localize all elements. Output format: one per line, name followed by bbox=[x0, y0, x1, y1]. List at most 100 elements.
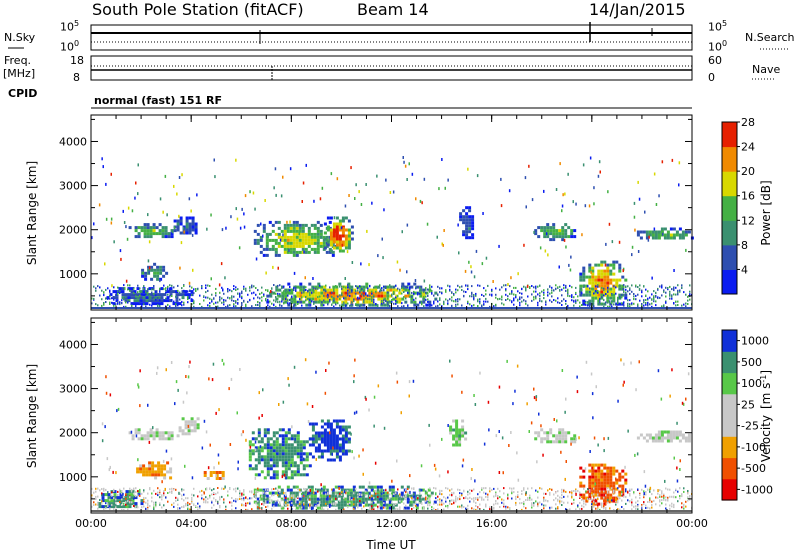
data-cell bbox=[558, 235, 562, 239]
data-cell bbox=[579, 475, 583, 479]
ground-cell bbox=[431, 292, 433, 295]
data-cell bbox=[618, 278, 622, 282]
data-cell bbox=[143, 223, 147, 227]
data-cell bbox=[280, 488, 284, 492]
ground-cell bbox=[249, 501, 251, 504]
data-cell bbox=[187, 420, 191, 424]
data-cell bbox=[281, 437, 285, 441]
data-cell bbox=[316, 241, 320, 245]
ground-cell bbox=[451, 488, 453, 491]
nsky-panel-frame bbox=[90, 24, 693, 51]
ground-cell bbox=[107, 296, 109, 299]
data-cell bbox=[299, 440, 303, 444]
ground-cell bbox=[217, 305, 219, 308]
data-cell bbox=[304, 232, 308, 236]
data-cell bbox=[289, 244, 293, 248]
data-cell bbox=[156, 268, 160, 272]
data-cell bbox=[395, 300, 399, 304]
data-cell bbox=[259, 244, 263, 248]
data-cell bbox=[149, 428, 153, 432]
data-cell bbox=[555, 437, 559, 441]
data-cell bbox=[304, 250, 308, 254]
data-cell bbox=[591, 502, 595, 506]
data-cell bbox=[341, 303, 345, 307]
ground-cell bbox=[427, 298, 429, 301]
data-cell bbox=[266, 431, 270, 435]
ground-cell bbox=[437, 503, 439, 506]
data-cell bbox=[352, 494, 356, 498]
ground-cell bbox=[277, 297, 279, 300]
ground-cell bbox=[471, 285, 473, 288]
data-cell bbox=[316, 220, 320, 224]
data-cell bbox=[621, 475, 625, 479]
ground-cell bbox=[93, 504, 95, 506]
ground-cell bbox=[511, 487, 513, 490]
data-cell bbox=[684, 439, 688, 443]
ground-cell bbox=[603, 507, 605, 510]
data-cell bbox=[271, 500, 275, 504]
ground-cell bbox=[493, 495, 495, 498]
data-cell bbox=[326, 443, 330, 447]
data-cell bbox=[624, 481, 628, 485]
data-cell bbox=[308, 452, 312, 456]
data-cell bbox=[558, 437, 562, 441]
scatter-cell bbox=[348, 194, 350, 197]
ground-cell bbox=[227, 296, 229, 299]
data-cell bbox=[280, 229, 284, 233]
data-cell bbox=[289, 223, 293, 227]
ground-cell bbox=[507, 493, 509, 496]
data-region bbox=[449, 419, 468, 447]
data-cell bbox=[397, 497, 401, 501]
ground-cell bbox=[289, 495, 291, 498]
data-cell bbox=[404, 294, 408, 298]
data-cell bbox=[338, 225, 342, 229]
scatter-cell bbox=[635, 388, 637, 392]
data-cell bbox=[275, 449, 279, 453]
data-cell bbox=[600, 287, 604, 291]
ground-cell bbox=[647, 297, 649, 300]
ground-cell bbox=[183, 289, 185, 292]
ground-cell bbox=[397, 508, 399, 511]
data-cell bbox=[642, 230, 646, 234]
ground-cell bbox=[579, 290, 581, 293]
data-cell bbox=[164, 431, 168, 435]
ground-cell bbox=[297, 303, 299, 305]
data-cell bbox=[666, 439, 670, 443]
data-region bbox=[136, 461, 173, 480]
data-cell bbox=[141, 268, 145, 272]
ground-cell bbox=[157, 487, 159, 490]
data-cell bbox=[221, 477, 225, 480]
data-cell bbox=[293, 294, 297, 298]
ground-cell bbox=[643, 285, 645, 288]
ground-cell bbox=[467, 300, 469, 303]
data-cell bbox=[293, 449, 297, 453]
ground-cell bbox=[309, 504, 311, 507]
ground-cell bbox=[345, 297, 347, 300]
data-cell bbox=[116, 505, 120, 509]
ground-cell bbox=[101, 500, 103, 503]
data-cell bbox=[131, 499, 135, 503]
data-cell bbox=[140, 434, 144, 438]
data-cell bbox=[266, 458, 270, 462]
ground-cell bbox=[369, 492, 371, 495]
data-cell bbox=[206, 477, 210, 480]
ground-cell bbox=[523, 299, 525, 302]
data-cell bbox=[290, 452, 294, 456]
data-cell bbox=[335, 222, 339, 226]
data-cell bbox=[329, 425, 333, 429]
data-cell bbox=[349, 494, 353, 498]
ground-cell bbox=[563, 287, 565, 290]
scatter-cell bbox=[538, 412, 540, 416]
scatter-cell bbox=[127, 206, 130, 210]
data-cell bbox=[137, 226, 141, 230]
data-cell bbox=[274, 247, 278, 251]
ground-cell bbox=[427, 502, 429, 505]
data-cell bbox=[612, 481, 616, 485]
scatter-cell bbox=[396, 459, 398, 463]
ground-cell bbox=[489, 305, 491, 308]
sparse-scatter bbox=[101, 358, 692, 496]
data-cell bbox=[317, 446, 321, 450]
data-cell bbox=[323, 231, 327, 235]
ground-cell bbox=[447, 299, 449, 302]
data-cell bbox=[287, 303, 291, 307]
